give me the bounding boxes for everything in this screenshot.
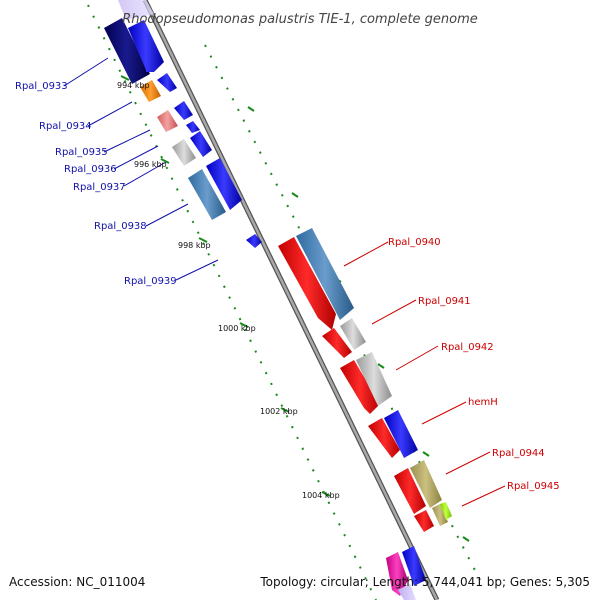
gene-label-rpal-0939[interactable]: Rpal_0939 — [124, 276, 177, 287]
tick-mark — [198, 237, 208, 243]
tick-label-1000: 1000 kbp — [218, 324, 256, 333]
tick-mark — [422, 451, 430, 457]
gene-label-rpal-0935[interactable]: Rpal_0935 — [55, 147, 108, 158]
gene-label-rpal-0942[interactable]: Rpal_0942 — [441, 342, 494, 353]
gene-bottom-blue — [402, 546, 426, 586]
tick-label-1004: 1004 kbp — [302, 491, 340, 500]
backbone — [142, 0, 440, 600]
gene-rpal-0945 — [432, 504, 448, 526]
gene-top-lavender — [118, 0, 154, 20]
gene-hemh-red — [368, 418, 400, 458]
gene-label-rpal-0936[interactable]: Rpal_0936 — [64, 164, 117, 175]
gene-rpal-0936b — [190, 131, 212, 157]
genes-right — [118, 0, 452, 600]
tick-label-998: 998 kbp — [178, 241, 211, 250]
gene-label-rpal-0944[interactable]: Rpal_0944 — [492, 448, 545, 459]
tick-mark — [239, 322, 249, 328]
gene-label-rpal-0941[interactable]: Rpal_0941 — [418, 296, 471, 307]
tick-mark — [160, 158, 170, 164]
tick-label-996: 996 kbp — [134, 160, 167, 169]
gene-rpal-0935c — [186, 121, 200, 133]
gene-rpal-0933b — [128, 20, 164, 72]
tick-mark — [120, 75, 130, 81]
tick-mark — [280, 407, 290, 413]
gene-label-rpal-0938[interactable]: Rpal_0938 — [94, 221, 147, 232]
callouts-left — [63, 57, 219, 281]
tick-label-994: 994 kbp — [117, 81, 150, 90]
gene-label-rpal-0945[interactable]: Rpal_0945 — [507, 481, 560, 492]
gene-rpal-0936 — [172, 139, 196, 166]
gene-rpal-0945-red — [414, 510, 434, 532]
gene-rpal-0944-red — [394, 468, 426, 514]
gene-rpal-0934b — [157, 73, 177, 92]
gene-rpal-0945b — [440, 502, 452, 520]
genes-left — [104, 18, 262, 248]
topology-text: Topology: circular; Length: 5,744,041 bp… — [259, 575, 590, 589]
gene-rpal-0942-red — [340, 360, 380, 414]
tick-mark — [291, 192, 299, 198]
gene-label-hemh[interactable]: hemH — [468, 397, 498, 408]
gene-bottom-magenta — [386, 552, 408, 596]
gene-rpal-0933 — [104, 18, 150, 84]
tick-mark — [247, 106, 255, 112]
gene-rpal-0937 — [188, 169, 226, 220]
gene-rpal-0944 — [410, 460, 442, 508]
gene-red-1 — [278, 237, 336, 330]
gene-rpal-0941 — [340, 318, 366, 350]
tick-mark — [377, 363, 385, 369]
callouts-right — [343, 241, 506, 507]
tick-mark — [462, 536, 470, 542]
gene-rpal-0940 — [296, 228, 354, 320]
gene-red-2 — [322, 328, 352, 358]
map-title: Rhodopseudomonas palustris TIE-1, comple… — [122, 12, 478, 27]
tick-label-1002: 1002 kbp — [260, 407, 298, 416]
gene-bottom-lavender — [398, 584, 416, 600]
gene-rpal-0938 — [206, 158, 242, 210]
gene-label-rpal-0934[interactable]: Rpal_0934 — [39, 121, 92, 132]
gene-label-rpal-0933[interactable]: Rpal_0933 — [15, 81, 68, 92]
gene-rpal-0939 — [246, 234, 262, 248]
tick-mark — [321, 491, 331, 497]
gene-rpal-0942 — [356, 352, 392, 406]
gene-rpal-0935b — [174, 101, 193, 120]
gene-label-rpal-0940[interactable]: Rpal_0940 — [388, 237, 441, 248]
gene-rpal-0935 — [157, 110, 178, 132]
accession-text: Accession: NC_011004 — [9, 575, 145, 589]
gene-hemh — [384, 410, 418, 458]
gene-rpal-0934 — [140, 80, 161, 102]
gene-label-rpal-0937[interactable]: Rpal_0937 — [73, 182, 126, 193]
